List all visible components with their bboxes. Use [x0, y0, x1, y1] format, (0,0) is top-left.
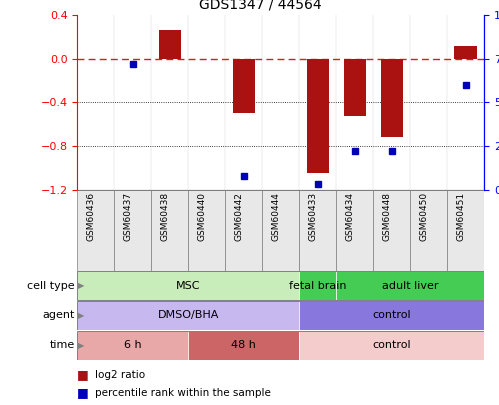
Bar [77, 271, 299, 300]
Text: GSM60438: GSM60438 [161, 192, 170, 241]
Text: ■: ■ [77, 368, 89, 381]
Text: GSM60434: GSM60434 [346, 192, 355, 241]
Bar [77, 190, 114, 271]
Bar [77, 301, 299, 330]
Text: MSC: MSC [176, 281, 201, 290]
Text: ■: ■ [77, 386, 89, 399]
Text: ▶: ▶ [78, 311, 85, 320]
Bar [262, 190, 299, 271]
Text: GSM60450: GSM60450 [420, 192, 429, 241]
Bar [381, 59, 403, 137]
Text: GSM60448: GSM60448 [383, 192, 392, 241]
Text: DMSO/BHA: DMSO/BHA [158, 311, 219, 320]
Bar [188, 190, 225, 271]
Bar [225, 190, 262, 271]
Bar [114, 190, 151, 271]
Text: GSM60437: GSM60437 [124, 192, 133, 241]
Text: control: control [372, 341, 411, 350]
Text: percentile rank within the sample: percentile rank within the sample [95, 388, 270, 398]
Bar [233, 59, 255, 113]
Text: agent: agent [42, 311, 75, 320]
Bar [151, 190, 188, 271]
Text: GSM60451: GSM60451 [457, 192, 466, 241]
Text: time: time [49, 341, 75, 350]
Text: GSM60444: GSM60444 [271, 192, 280, 241]
Bar [299, 271, 336, 300]
Text: control: control [372, 311, 411, 320]
Bar [373, 190, 410, 271]
Text: GSM60436: GSM60436 [87, 192, 96, 241]
Bar [299, 331, 484, 360]
Text: GSM60440: GSM60440 [198, 192, 207, 241]
Bar [77, 331, 188, 360]
Text: 6 h: 6 h [124, 341, 142, 350]
Bar [299, 190, 336, 271]
Bar [336, 190, 373, 271]
Bar [306, 59, 329, 173]
Bar [343, 59, 366, 115]
Text: ▶: ▶ [78, 281, 85, 290]
Text: log2 ratio: log2 ratio [95, 370, 145, 379]
Text: adult liver: adult liver [382, 281, 438, 290]
Bar [299, 301, 484, 330]
Bar [188, 331, 299, 360]
Bar [410, 190, 447, 271]
Text: GSM60433: GSM60433 [309, 192, 318, 241]
Bar [336, 271, 484, 300]
Text: cell type: cell type [27, 281, 75, 290]
Bar [159, 30, 181, 59]
Text: GSM60442: GSM60442 [235, 192, 244, 241]
Text: GDS1347 / 44564: GDS1347 / 44564 [199, 0, 322, 11]
Bar [455, 46, 477, 59]
Text: 48 h: 48 h [231, 341, 256, 350]
Text: fetal brain: fetal brain [289, 281, 346, 290]
Bar [447, 190, 484, 271]
Text: ▶: ▶ [78, 341, 85, 350]
